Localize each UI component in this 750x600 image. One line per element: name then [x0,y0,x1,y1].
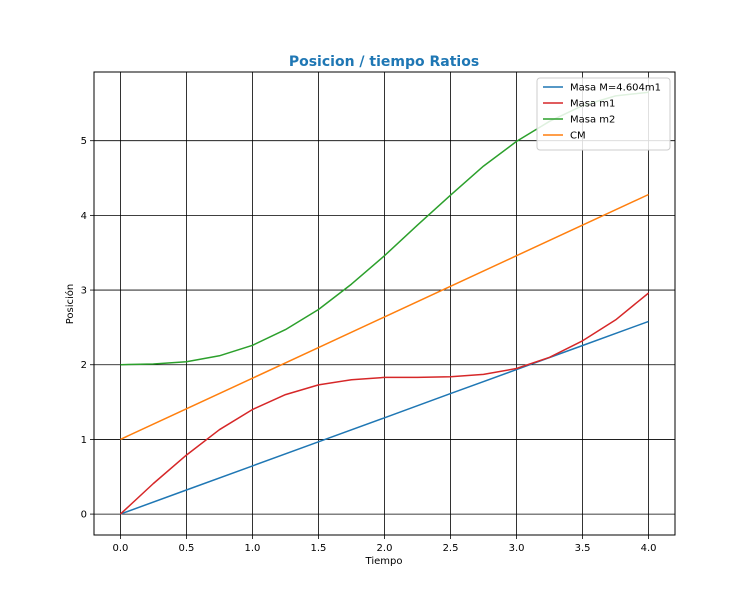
x-axis: 0.0 0.5 1.0 1.5 2.0 2.5 3.0 3.5 4.0 [112,535,657,554]
series-line-1 [119,292,650,515]
x-tick-label: 3.5 [575,543,591,554]
legend-label: Masa M=4.604m1 [570,83,661,94]
y-tick-label: 3 [81,286,87,297]
x-tick-label: 1.5 [311,543,327,554]
legend-label: CM [570,131,586,142]
x-tick-label: 1.0 [245,543,261,554]
series-line-3 [120,193,649,441]
legend-label: Masa m1 [570,99,615,110]
y-axis-label: Posición [64,284,76,325]
legend-label: Masa m2 [570,115,615,126]
x-tick-label: 3.0 [509,543,525,554]
legend: Masa M=4.604m1 Masa m1 Masa m2 CM [536,77,671,151]
x-tick-label: 0.0 [112,543,128,554]
y-tick-label: 0 [81,510,87,521]
y-tick-label: 4 [81,211,87,222]
grid [94,72,675,535]
x-tick-label: 2.0 [377,543,393,554]
y-tick-label: 5 [81,136,87,147]
x-tick-label: 4.0 [641,543,657,554]
legend-box [536,77,671,151]
y-tick-label: 1 [81,435,87,446]
y-tick-label: 2 [81,360,87,371]
series-line-0 [120,320,649,515]
x-tick-label: 2.5 [443,543,459,554]
y-axis: 0 1 2 3 4 5 [81,136,94,521]
x-axis-label: Tiempo [365,556,403,567]
chart-title: Posicion / tiempo Ratios [289,54,479,70]
x-tick-label: 0.5 [178,543,194,554]
